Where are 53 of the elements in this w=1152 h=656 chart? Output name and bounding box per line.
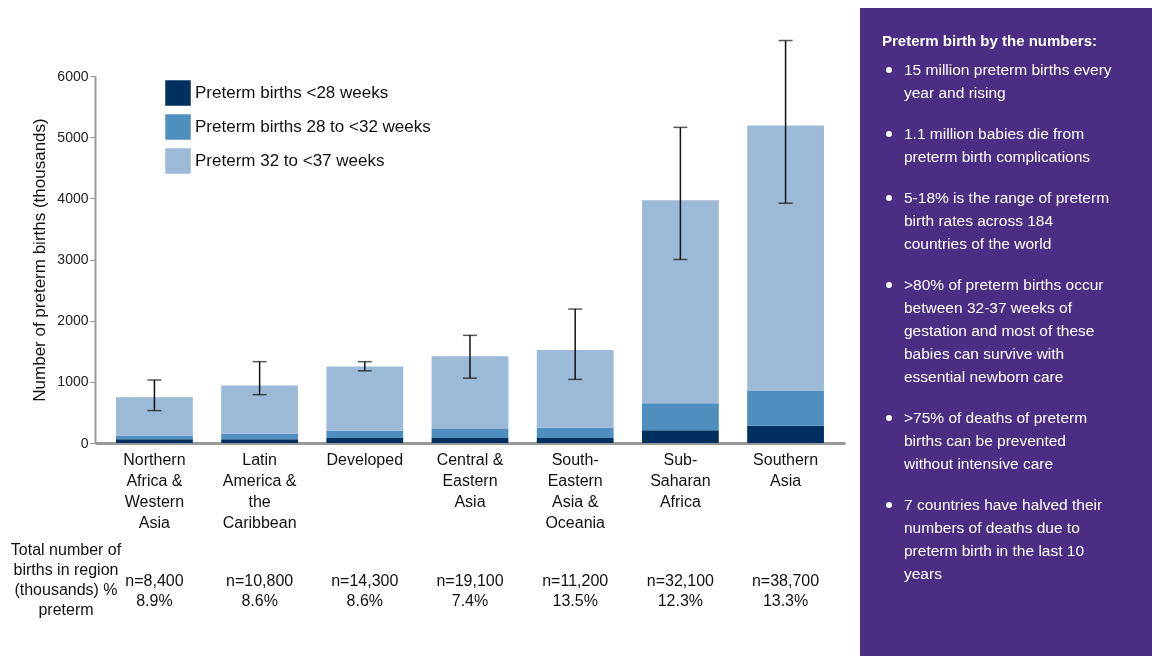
text: n=8,400 8.9% [125,572,184,609]
x-tick-label: Central & Eastern Asia [436,450,504,510]
bar [326,366,404,431]
bar [536,438,614,443]
bar [747,391,824,426]
x-tick-label: Sub-Saharan Africa [650,450,711,510]
bar [431,428,509,439]
x-tick-label: South-Eastern Asia & Oceania [545,450,606,531]
y-tick-label: 0 [80,434,89,451]
text: >80% of preterm births occur between 32-37 weeks of gestation and most of these babies can survive with essential newborn care [903,275,1105,387]
text: Preterm birth by the numbers: [882,31,1099,51]
text: n=32,100 12.3% [646,572,715,609]
bar [641,403,719,431]
text: 7 countries have halved their numbers of deaths due to preterm birth in the last 10 years [903,495,1104,584]
text: n=38,700 13.3% [751,572,820,609]
bar [116,439,193,443]
y-tick-label: 4000 [57,189,89,206]
y-tick-label: 2000 [57,312,89,329]
bar [536,427,614,439]
bar [747,425,824,443]
bar [221,439,299,443]
text: >75% of deaths of preterm births can be prevented without intensive care [903,408,1089,474]
y-axis-title: Number of preterm births (thousands) [30,118,50,402]
text: n=10,800 8.6% [226,572,294,609]
text: n=19,100 7.4% [436,572,504,609]
bar [747,125,824,392]
x-tick-label: Developed [326,450,404,468]
text: 1.1 million babies die from preterm birth complications [903,124,1092,167]
bar [326,430,404,439]
bar [116,397,193,436]
legend-label: Preterm 32 to <37 weeks [195,151,385,170]
legend-label: Preterm births 28 to <32 weeks [195,117,431,136]
bar [326,438,404,443]
bar [221,385,299,434]
text: Total number of births in region (thousands) % preterm [9,540,123,620]
x-tick-label: Latin America & the Caribbean [222,450,297,531]
text: n=11,200 13.5% [542,572,609,609]
y-tick-label: 3000 [57,251,89,267]
y-tick-label: 5000 [57,128,89,145]
bar [641,430,719,443]
x-tick-label: Southern Asia [753,450,819,489]
text: 15 million preterm births every year and rising [903,60,1113,103]
bar [431,438,509,443]
bar [431,356,509,429]
text: n=14,300 8.6% [331,572,399,609]
bar [221,433,299,440]
x-tick-label: Northern Africa & Western Asia [123,450,186,531]
y-tick-label: 1000 [57,373,89,390]
y-tick-label: 6000 [57,67,89,84]
bar [536,350,614,428]
bar [641,200,719,404]
text: 5-18% is the range of preterm birth rates across 184 countries of the world [903,188,1111,254]
legend-label: Preterm births <28 weeks [195,83,389,102]
